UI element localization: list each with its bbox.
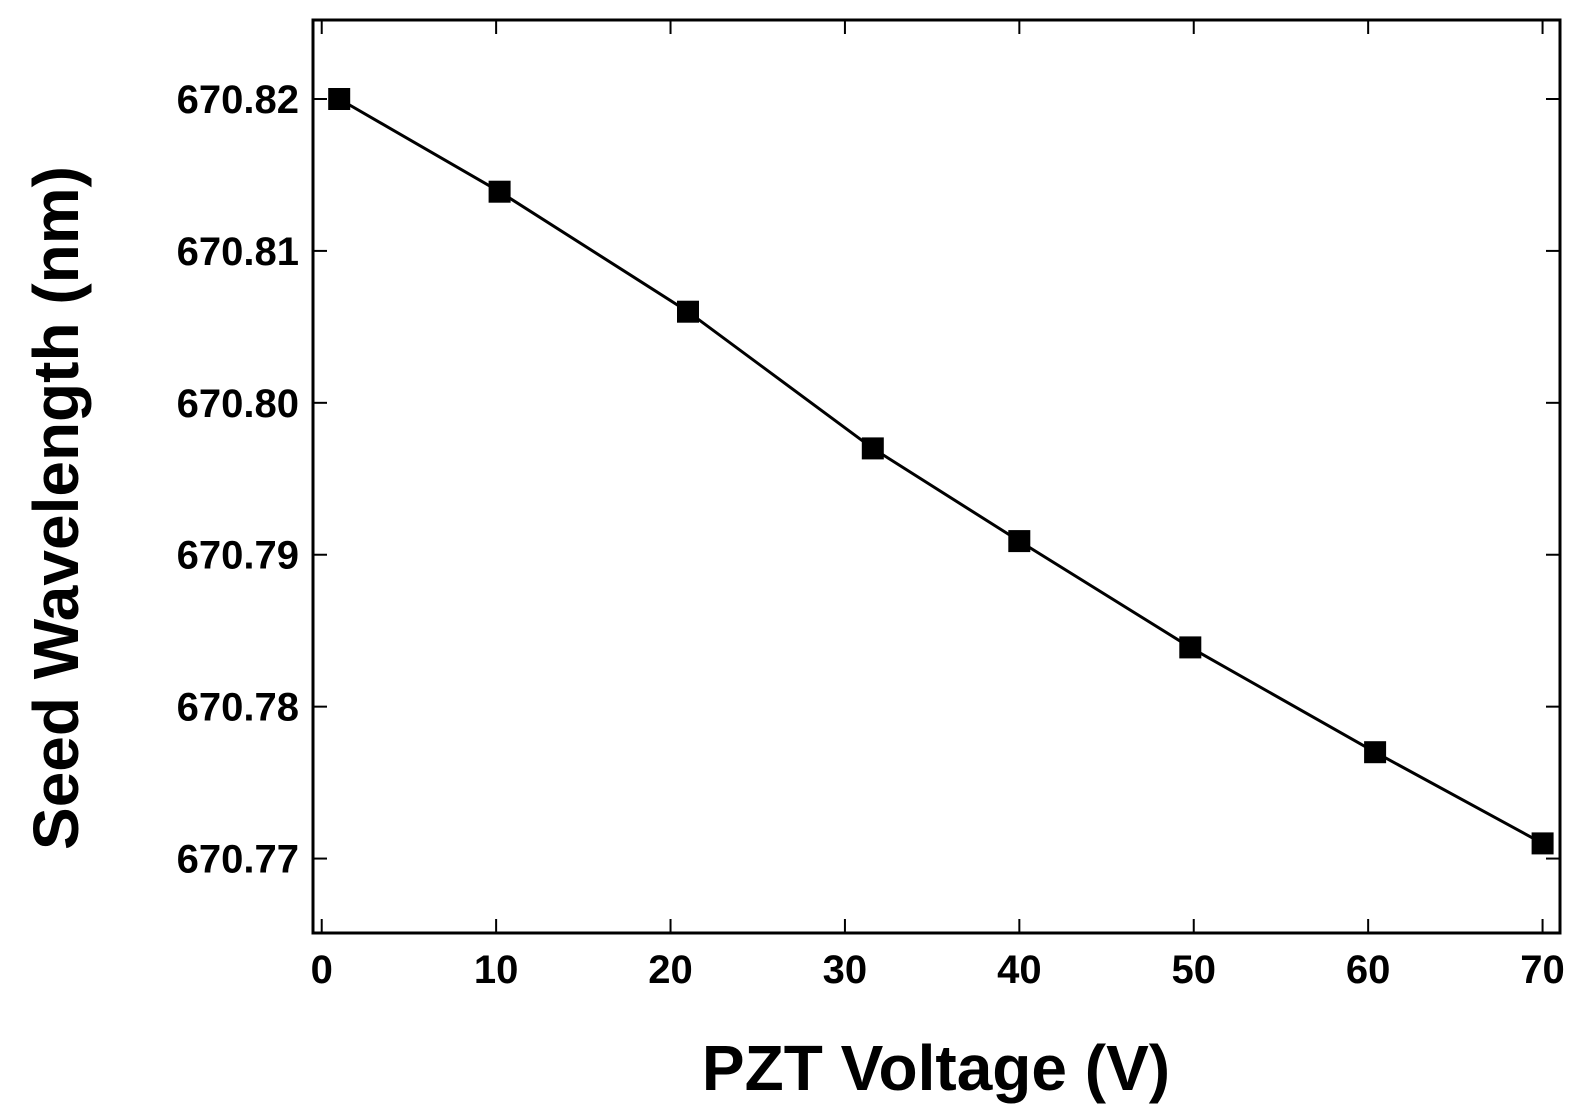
x-tick-label: 70 <box>1520 948 1565 992</box>
x-tick-label: 0 <box>311 948 333 992</box>
y-tick-label: 670.81 <box>177 230 299 274</box>
y-tick-label: 670.77 <box>177 838 299 882</box>
y-axis-title: Seed Wavelength (nm) <box>20 166 92 850</box>
x-tick-label: 60 <box>1346 948 1391 992</box>
y-tick-label: 670.78 <box>177 686 299 730</box>
x-tick-label: 10 <box>474 948 519 992</box>
y-tick-label: 670.79 <box>177 534 299 578</box>
series-points <box>328 88 1554 855</box>
data-point <box>1531 832 1554 855</box>
x-axis-ticks <box>320 20 1544 933</box>
x-axis-title: PZT Voltage (V) <box>702 1032 1170 1104</box>
data-point <box>1364 741 1387 764</box>
data-point <box>488 180 511 203</box>
y-axis-tick-labels: 670.77 670.78 670.79 670.80 670.81 670.82 <box>177 78 299 882</box>
x-tick-label: 40 <box>997 948 1042 992</box>
y-tick-label: 670.82 <box>177 78 299 122</box>
x-tick-label: 20 <box>648 948 693 992</box>
data-point <box>1008 530 1031 553</box>
series-line <box>338 97 1544 845</box>
x-tick-label: 50 <box>1171 948 1216 992</box>
y-axis-ticks <box>313 97 1560 860</box>
y-tick-label: 670.80 <box>177 382 299 426</box>
x-axis-tick-labels: 0 10 20 30 40 50 60 70 <box>311 948 1565 992</box>
data-point <box>861 437 884 460</box>
data-point <box>1179 636 1202 659</box>
data-point <box>677 300 699 323</box>
plot-frame <box>311 18 1562 935</box>
x-tick-label: 30 <box>823 948 868 992</box>
data-point <box>328 88 351 110</box>
